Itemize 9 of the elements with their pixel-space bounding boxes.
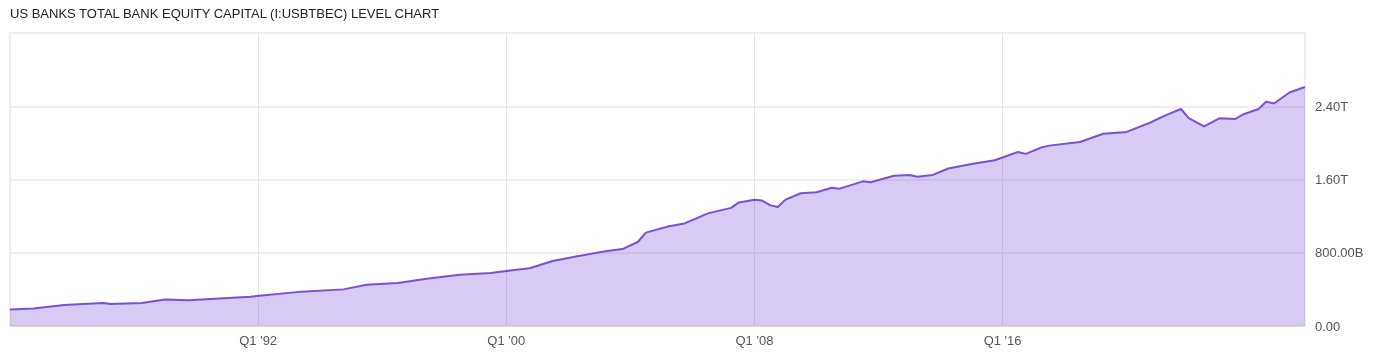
x-tick-label: Q1 '00 xyxy=(487,333,526,348)
x-tick-label: Q1 '92 xyxy=(239,333,278,348)
x-tick-label: Q1 '08 xyxy=(735,333,774,348)
y-tick-label: 0.00 xyxy=(1315,318,1341,334)
y-tick-label: 2.40T xyxy=(1315,98,1349,114)
x-tick-label: Q1 '16 xyxy=(983,333,1022,348)
y-tick-label: 1.60T xyxy=(1315,172,1349,187)
chart-title: US BANKS TOTAL BANK EQUITY CAPITAL (I:USBTBEC) LEVEL CHART xyxy=(10,6,440,21)
y-tick-label: 800.00B xyxy=(1315,245,1364,261)
